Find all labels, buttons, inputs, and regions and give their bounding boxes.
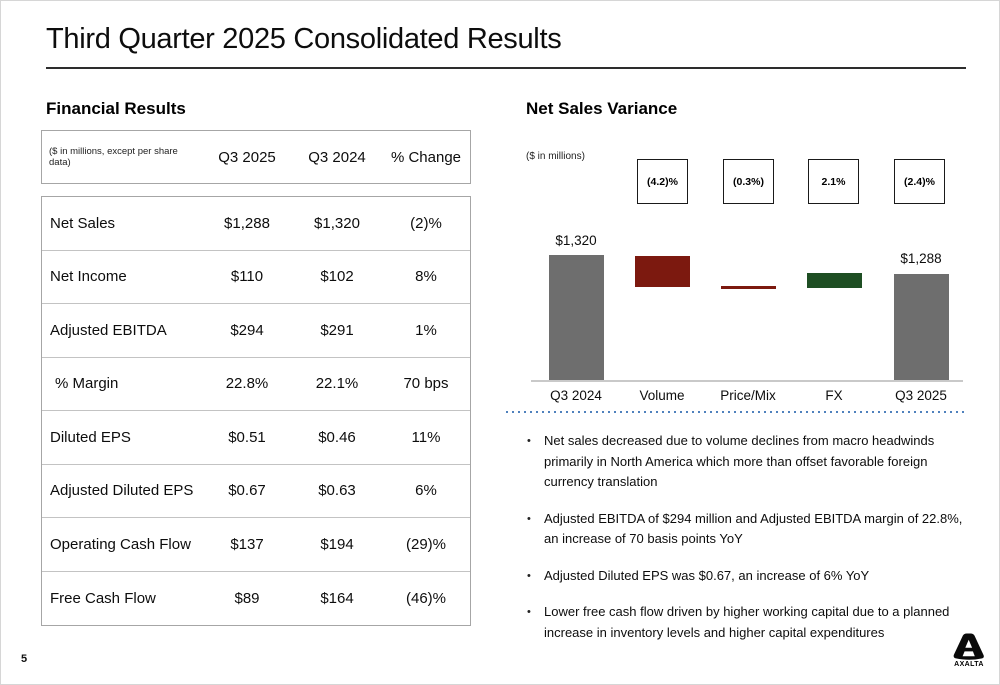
variance-box-total: (2.4)% <box>894 159 945 204</box>
bullet-text: Net sales decreased due to volume declin… <box>544 433 935 489</box>
x-label-q3-2025: Q3 2025 <box>895 388 947 403</box>
bullet-free-cash-flow: • Lower free cash flow driven by higher … <box>524 602 969 643</box>
value-q3-2024: $164 <box>320 589 354 607</box>
bullet-text: Adjusted Diluted EPS was $0.67, an incre… <box>544 567 870 583</box>
table-row-net-income: Net Income $110 $102 8% <box>42 251 470 304</box>
variance-box-label: 2.1% <box>821 175 846 188</box>
bullet-text: Lower free cash flow driven by higher wo… <box>544 604 950 640</box>
bullet-net-sales: • Net sales decreased due to volume decl… <box>524 431 969 493</box>
bar-q3-2024 <box>549 255 604 380</box>
value-q3-2024: $194 <box>320 535 354 553</box>
x-label-fx: FX <box>825 388 843 403</box>
x-label-price-mix: Price/Mix <box>720 388 776 403</box>
value-q3-2024: 22.1% <box>315 375 359 393</box>
bullet-adjusted-ebitda: • Adjusted EBITDA of $294 million and Ad… <box>524 509 969 550</box>
value-change: 11% <box>411 428 441 446</box>
column-header-q3-2024: Q3 2024 <box>308 148 366 166</box>
value-change: (29)% <box>405 535 446 553</box>
bullet-marker: • <box>527 606 531 618</box>
variance-box-label: (4.2)% <box>647 175 678 188</box>
axalta-logo-icon <box>953 633 984 660</box>
value-q3-2025: $137 <box>230 535 264 553</box>
row-label: Diluted EPS <box>50 428 131 446</box>
row-label: Operating Cash Flow <box>50 535 191 553</box>
value-q3-2025: 22.8% <box>225 375 269 393</box>
variance-box-price-mix: (0.3%) <box>723 159 774 204</box>
table-unit-note: ($ in millions, except per share data) <box>49 146 178 168</box>
bullet-marker: • <box>527 512 531 525</box>
page-title: Third Quarter 2025 Consolidated Results <box>46 23 562 55</box>
variance-box-volume: (4.2)% <box>637 159 688 204</box>
variance-box-label: (0.3%) <box>733 175 764 188</box>
table-row-adjusted-diluted-eps: Adjusted Diluted EPS $0.67 $0.63 6% <box>42 465 470 518</box>
value-q3-2025: $294 <box>230 321 264 339</box>
net-sales-variance-heading: Net Sales Variance <box>526 99 678 118</box>
table-row-net-sales: Net Sales $1,288 $1,320 (2)% <box>42 197 470 251</box>
bullet-adjusted-diluted-eps: • Adjusted Diluted EPS was $0.67, an inc… <box>524 566 969 587</box>
axalta-logo-text: AXALTA <box>954 661 984 668</box>
bullet-marker: • <box>527 569 531 582</box>
variance-box-fx: 2.1% <box>808 159 859 204</box>
value-q3-2024: $102 <box>320 268 354 286</box>
value-change: 8% <box>415 268 437 286</box>
row-label: Adjusted Diluted EPS <box>50 482 194 500</box>
table-row-margin: % Margin 22.8% 22.1% 70 bps <box>42 358 470 411</box>
bullet-text: Adjusted EBITDA of $294 million and Adju… <box>544 510 963 547</box>
axalta-logo: AXALTA <box>947 633 991 668</box>
chart-unit-note: ($ in millions) <box>526 151 585 162</box>
bar-value-label-q3-2024: $1,320 <box>555 233 597 248</box>
page-number: 5 <box>21 653 28 665</box>
bar-price-mix <box>721 286 776 289</box>
dotted-divider <box>506 411 966 413</box>
value-q3-2025: $0.51 <box>228 428 266 446</box>
value-q3-2025: $110 <box>230 268 264 286</box>
value-q3-2025: $89 <box>234 589 260 607</box>
value-q3-2024: $1,320 <box>314 214 360 232</box>
value-change: 6% <box>415 482 437 500</box>
value-q3-2025: $1,288 <box>224 214 270 232</box>
table-row-diluted-eps: Diluted EPS $0.51 $0.46 11% <box>42 411 470 465</box>
table-row-operating-cash-flow: Operating Cash Flow $137 $194 (29)% <box>42 518 470 572</box>
value-q3-2024: $0.46 <box>318 428 356 446</box>
value-q3-2024: $0.63 <box>318 482 356 500</box>
x-axis-line <box>531 380 963 382</box>
bar-fx <box>807 273 862 288</box>
financial-table-header: ($ in millions, except per share data) Q… <box>41 130 471 184</box>
bar-volume <box>635 256 690 287</box>
bar-q3-2025 <box>894 274 949 380</box>
value-change: (46)% <box>405 589 446 607</box>
value-q3-2024: $291 <box>320 321 354 339</box>
value-q3-2025: $0.67 <box>228 482 266 500</box>
net-sales-variance-chart: (4.2)% (0.3%) 2.1% (2.4)% $1,320 $1,288 … <box>531 151 963 411</box>
row-label: Net Income <box>50 268 127 286</box>
title-divider <box>46 67 966 69</box>
table-row-free-cash-flow: Free Cash Flow $89 $164 (46)% <box>42 572 470 626</box>
variance-box-label: (2.4)% <box>904 175 935 188</box>
value-change: 70 bps <box>403 375 449 393</box>
value-change: 1% <box>415 321 437 339</box>
row-label: % Margin <box>55 375 119 393</box>
financial-results-heading: Financial Results <box>46 99 186 118</box>
bar-value-label-q3-2025: $1,288 <box>900 251 942 266</box>
column-header-change: % Change <box>390 148 462 166</box>
x-label-volume: Volume <box>639 388 685 403</box>
financial-table-body: Net Sales $1,288 $1,320 (2)% Net Income … <box>41 196 471 626</box>
x-label-q3-2024: Q3 2024 <box>550 388 602 403</box>
bullet-marker: • <box>527 435 531 447</box>
row-label: Net Sales <box>50 214 116 232</box>
commentary-bullets: • Net sales decreased due to volume decl… <box>524 431 969 659</box>
row-label: Free Cash Flow <box>50 589 156 607</box>
table-row-adjusted-ebitda: Adjusted EBITDA $294 $291 1% <box>42 304 470 358</box>
value-change: (2)% <box>410 214 442 232</box>
column-header-q3-2025: Q3 2025 <box>218 148 276 166</box>
row-label: Adjusted EBITDA <box>50 321 167 339</box>
